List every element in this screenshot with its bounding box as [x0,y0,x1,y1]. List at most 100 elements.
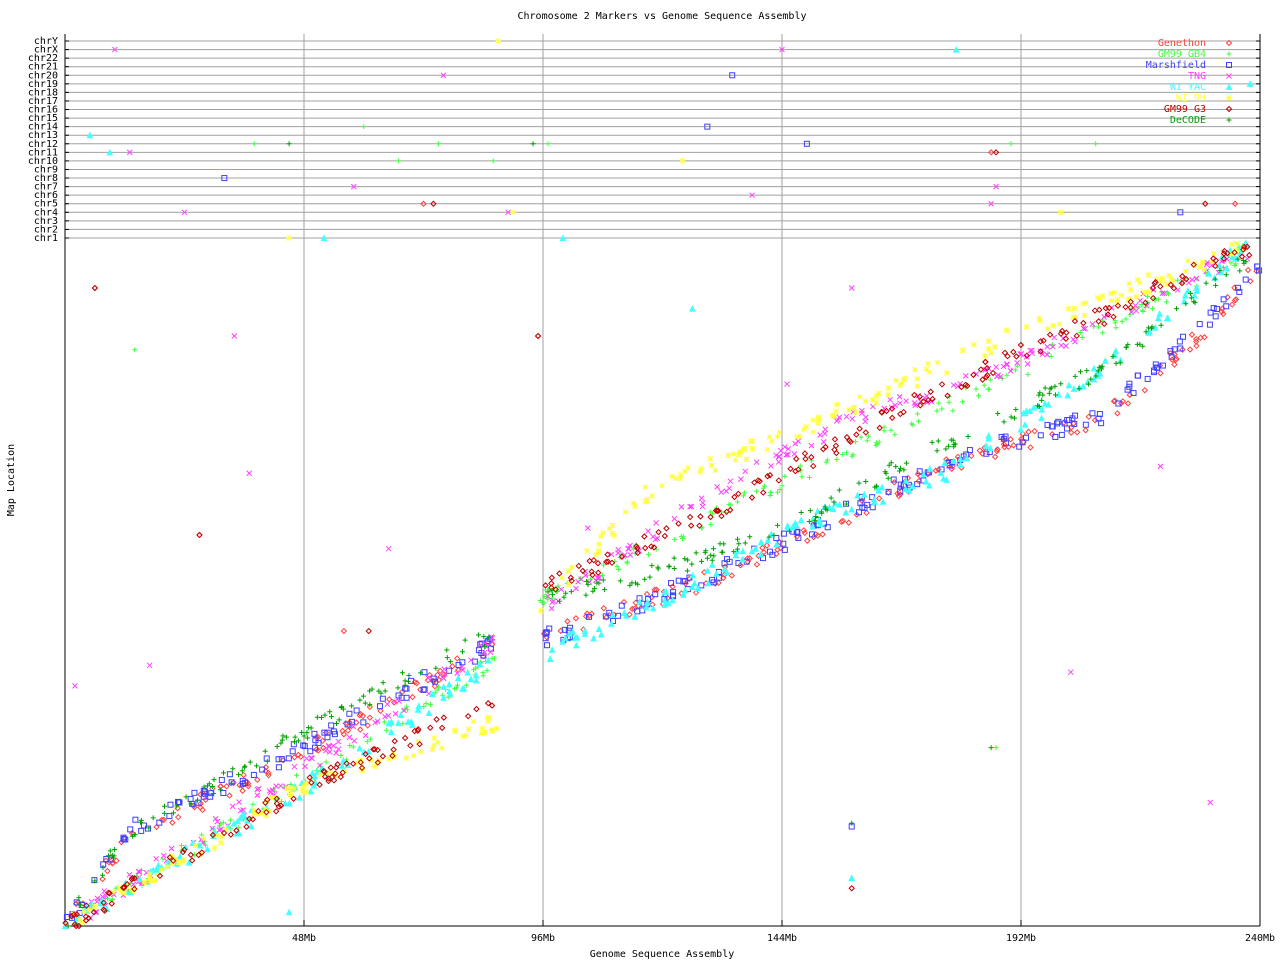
data-point [210,790,216,796]
axes [64,34,1261,927]
data-point [1126,380,1133,387]
data-point [1256,267,1263,274]
data-point [1228,260,1234,266]
data-point [421,686,428,693]
data-point [887,396,893,403]
data-point [309,769,316,777]
data-point [548,646,556,653]
data-point [898,465,904,471]
data-point [278,740,284,746]
data-point [939,406,945,412]
data-point [70,910,77,917]
data-point [1145,293,1151,299]
chromosome-band-lines [65,40,1260,239]
data-point [104,867,111,875]
data-point [858,434,864,440]
data-point [328,714,334,720]
data-point [865,433,871,439]
data-point [1182,268,1189,274]
data-point [901,375,908,382]
data-point [1184,287,1192,294]
data-point [220,789,227,796]
data-point [859,407,865,414]
data-point [595,547,602,554]
data-point [236,772,242,778]
data-point [946,399,952,405]
data-point [1212,313,1219,320]
data-point [661,532,669,540]
data-point [794,528,801,535]
data-point [845,407,852,413]
data-point [1134,372,1141,379]
data-point [979,376,986,383]
data-point [1193,284,1200,291]
data-point [425,709,433,717]
data-point [858,497,866,504]
band-outlier-point [490,158,496,164]
data-point [809,522,817,530]
data-point [741,490,747,496]
data-point [322,747,329,754]
data-point [760,549,768,556]
data-point [264,758,270,764]
data-point [645,528,651,534]
data-point [672,536,678,542]
data-point [1071,317,1079,325]
data-point [311,772,319,780]
data-point [585,582,591,588]
data-point [1025,371,1031,377]
data-point [693,550,699,556]
data-point [793,529,800,536]
data-point [1000,363,1007,370]
data-point [1030,403,1038,411]
data-point [301,743,308,750]
data-point [957,461,964,468]
data-point [164,863,170,870]
data-point [991,344,998,350]
data-point [1237,268,1243,274]
data-point [397,711,405,718]
data-point [991,453,999,461]
data-point [312,737,319,744]
data-point [618,602,625,609]
data-point [129,887,136,894]
data-point [275,803,283,810]
data-point [776,429,783,436]
data-point [401,734,409,742]
data-point [431,735,437,741]
data-point [687,522,695,529]
data-point [1158,322,1164,328]
data-point [187,795,194,802]
data-point [123,880,131,888]
data-point [1232,296,1240,303]
data-point [981,382,987,388]
data-point [808,442,815,449]
data-point [365,747,373,755]
data-point [76,916,83,923]
data-point [289,748,296,755]
data-point [472,671,480,679]
data-point [295,738,301,744]
data-point [335,746,342,752]
data-point [753,459,760,466]
data-point [454,655,461,662]
data-point [1180,333,1187,340]
data-point [1047,386,1053,392]
data-point [548,580,555,587]
data-point [792,440,799,447]
data-point [707,455,713,462]
data-point [780,530,787,537]
data-point [747,534,753,540]
data-point [1096,296,1103,303]
data-point [618,553,626,560]
data-point [1236,288,1243,295]
data-point [671,565,677,571]
data-point [916,468,923,475]
data-point [902,485,909,493]
data-point [1044,325,1051,332]
data-point [710,546,716,552]
data-point [685,557,691,563]
data-point [394,719,402,727]
data-point [68,912,75,920]
data-point [665,599,672,607]
